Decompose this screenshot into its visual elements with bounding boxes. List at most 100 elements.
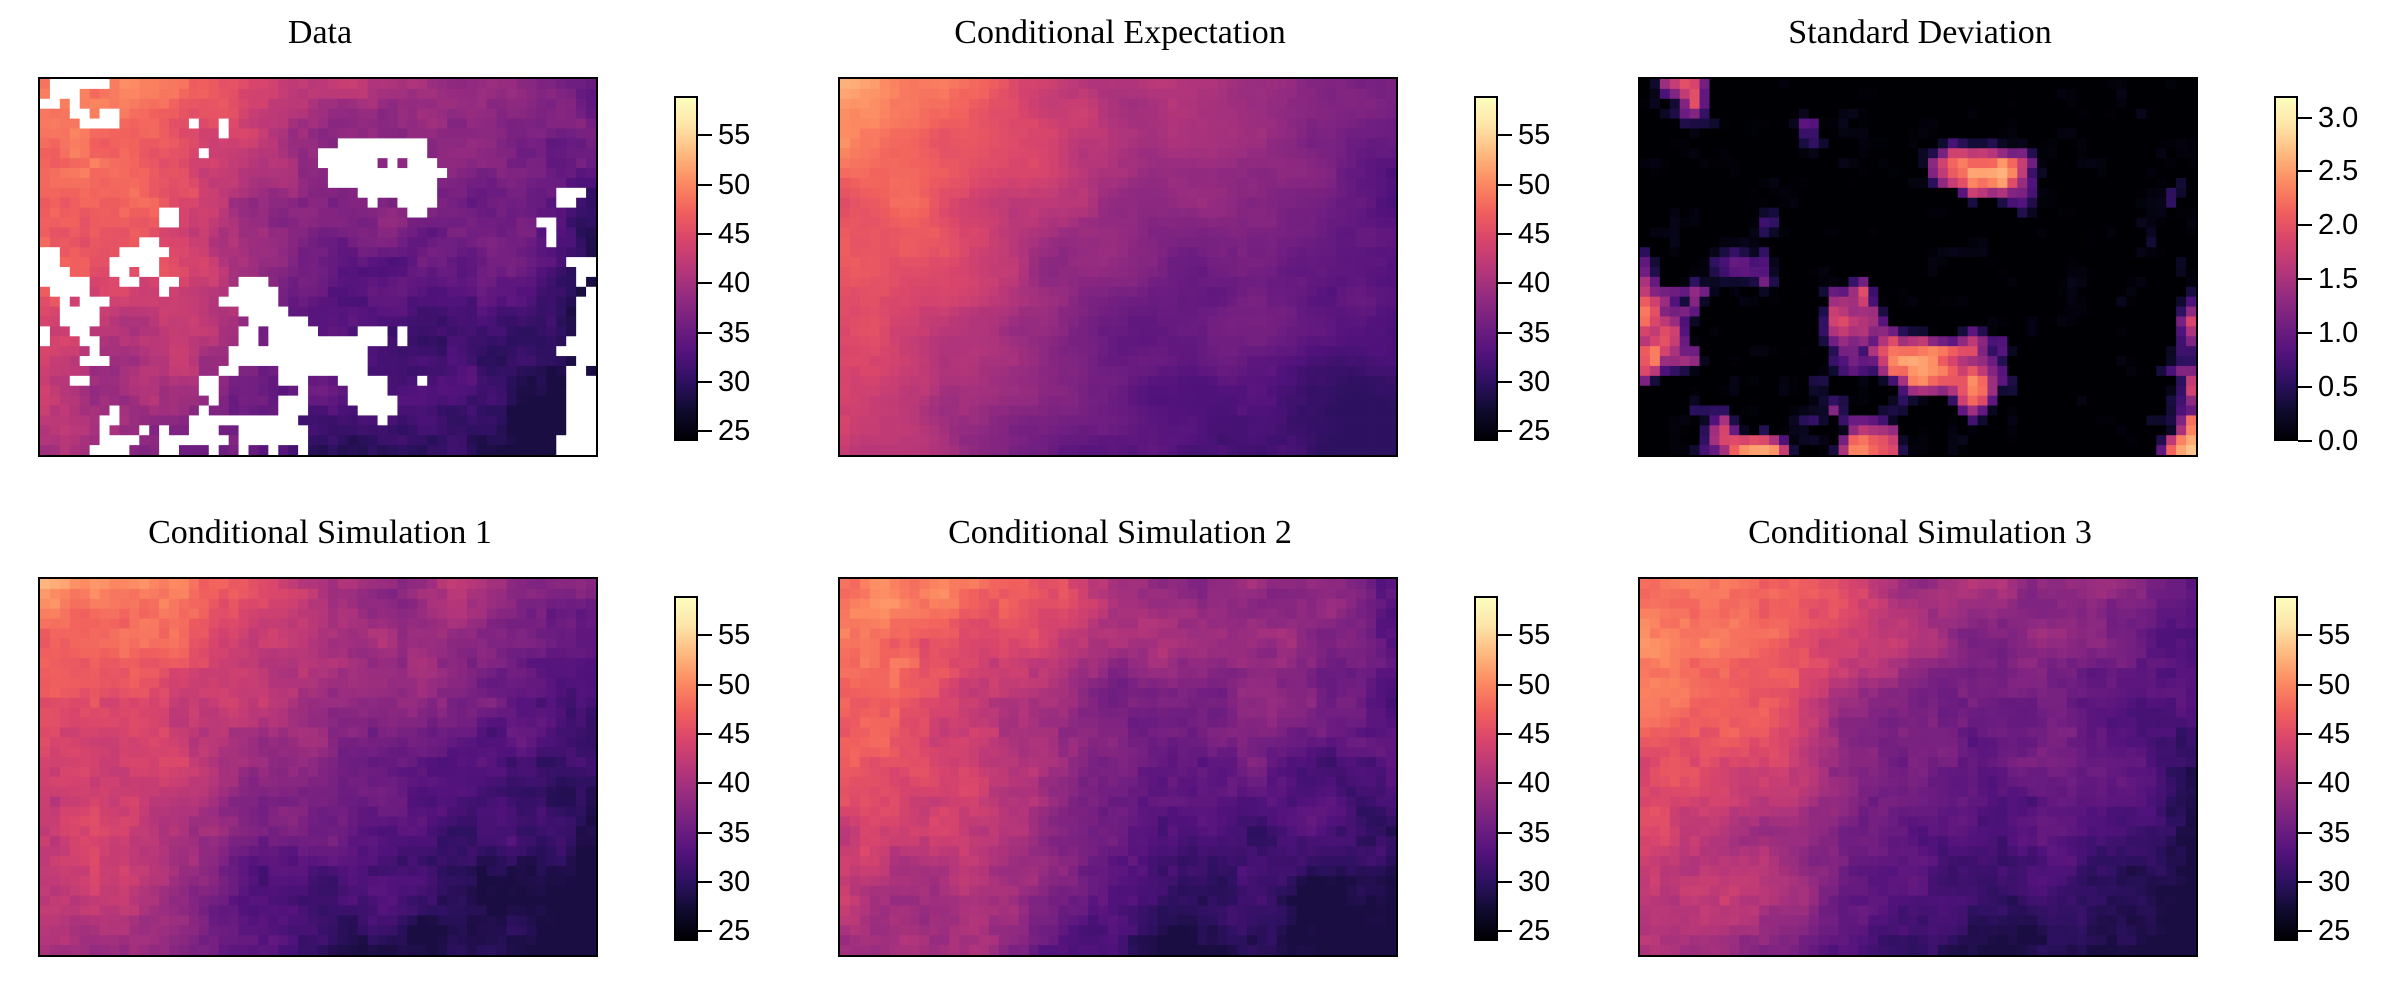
heatmap-cell	[407, 177, 418, 189]
heatmap-cell	[959, 276, 970, 288]
heatmap-cell	[2146, 98, 2157, 110]
heatmap-cell	[1977, 118, 1989, 130]
heatmap-cell	[109, 415, 121, 426]
heatmap-cell	[1640, 187, 1651, 199]
heatmap-cell	[1197, 326, 1208, 337]
heatmap-cell	[586, 128, 596, 139]
heatmap-cell	[939, 375, 950, 387]
heatmap-cell	[69, 88, 81, 100]
heatmap-cell	[516, 257, 528, 268]
heatmap-cell	[849, 286, 861, 298]
heatmap-cell	[1808, 197, 1820, 209]
heatmap-cell	[859, 138, 871, 149]
heatmap-cell	[169, 217, 180, 229]
heatmap-cell	[288, 168, 299, 179]
heatmap-cell	[99, 187, 111, 199]
heatmap-cell	[1878, 118, 1889, 130]
heatmap-cell	[1038, 346, 1050, 357]
heatmap-cell	[1058, 316, 1069, 327]
heatmap-cell	[129, 217, 140, 229]
heatmap-cell	[889, 425, 901, 436]
heatmap-cell	[149, 326, 160, 337]
heatmap-cell	[2166, 118, 2177, 130]
heatmap-cell	[69, 118, 81, 130]
heatmap-cell	[258, 148, 269, 159]
heatmap-cell	[1276, 286, 1288, 298]
heatmap-cell	[1018, 365, 1030, 377]
heatmap-cell	[1068, 286, 1079, 298]
heatmap-cell	[2047, 98, 2058, 110]
heatmap-cell	[1977, 98, 1989, 110]
heatmap-cell	[139, 336, 150, 347]
heatmap-cell	[1788, 158, 1800, 169]
heatmap-cell	[179, 257, 190, 268]
heatmap-cell	[1058, 336, 1069, 347]
heatmap-cell	[566, 346, 577, 357]
heatmap-cell	[278, 435, 289, 446]
heatmap-cell	[437, 197, 448, 209]
heatmap-cell	[2066, 177, 2078, 189]
heatmap-cell	[447, 187, 458, 199]
heatmap-cell	[387, 375, 399, 387]
heatmap-cell	[536, 187, 547, 199]
heatmap-cell	[347, 88, 359, 100]
heatmap-cell	[496, 207, 508, 219]
heatmap-cell	[397, 237, 408, 248]
heatmap-cell	[457, 128, 468, 139]
heatmap-cell	[357, 138, 369, 149]
heatmap-cell	[1108, 425, 1119, 436]
heatmap-cell	[367, 306, 379, 318]
heatmap-cell	[1217, 286, 1228, 298]
heatmap-cell	[1669, 168, 1681, 179]
heatmap-cell	[1689, 79, 1701, 90]
heatmap-cell	[59, 316, 71, 327]
heatmap-cell	[929, 138, 940, 149]
heatmap-cell	[169, 346, 180, 357]
heatmap-cell	[1177, 217, 1189, 229]
heatmap-cell	[357, 177, 369, 189]
heatmap-cell	[169, 197, 180, 209]
heatmap-cell	[496, 168, 508, 179]
heatmap-cell	[466, 405, 478, 417]
heatmap-cell	[1346, 187, 1357, 199]
heatmap-cell	[1366, 148, 1377, 159]
heatmap-cell	[69, 346, 81, 357]
heatmap-cell	[327, 79, 339, 90]
heatmap-cell	[1088, 217, 1099, 229]
heatmap-cell	[1296, 177, 1308, 189]
heatmap-cell	[949, 197, 960, 209]
heatmap-cell	[337, 306, 349, 318]
heatmap-cell	[169, 445, 180, 455]
heatmap-cell	[208, 237, 220, 248]
heatmap-cell	[169, 385, 180, 397]
heatmap-cell	[159, 286, 170, 298]
heatmap-cell	[486, 217, 498, 229]
heatmap-cell	[1858, 197, 1869, 209]
heatmap-cell	[1669, 79, 1681, 90]
heatmap-cell	[437, 257, 448, 268]
heatmap-cell	[2017, 158, 2028, 169]
heatmap-cell	[1376, 445, 1387, 455]
heatmap-cell	[586, 445, 596, 455]
heatmap-cell	[159, 395, 170, 407]
heatmap-cell	[1336, 336, 1347, 347]
heatmap-cell	[879, 257, 891, 268]
heatmap-cell	[969, 148, 980, 159]
heatmap-cell	[2066, 158, 2078, 169]
heatmap-cell	[889, 435, 901, 446]
heatmap-cell	[69, 98, 81, 110]
heatmap-cell	[546, 415, 557, 426]
heatmap-cell	[1848, 168, 1860, 179]
colorbar-tick-label: 35	[718, 316, 751, 349]
heatmap-cell	[546, 257, 557, 268]
heatmap-cell	[859, 187, 871, 199]
heatmap-cell	[1977, 168, 1989, 179]
heatmap-cell	[208, 415, 220, 426]
heatmap-cell	[318, 79, 329, 90]
heatmap-cell	[298, 326, 309, 337]
heatmap-cell	[1947, 177, 1959, 189]
heatmap-cell	[238, 286, 250, 298]
heatmap-cell	[1127, 257, 1139, 268]
heatmap-cell	[1088, 296, 1099, 308]
heatmap-cell	[119, 445, 130, 455]
